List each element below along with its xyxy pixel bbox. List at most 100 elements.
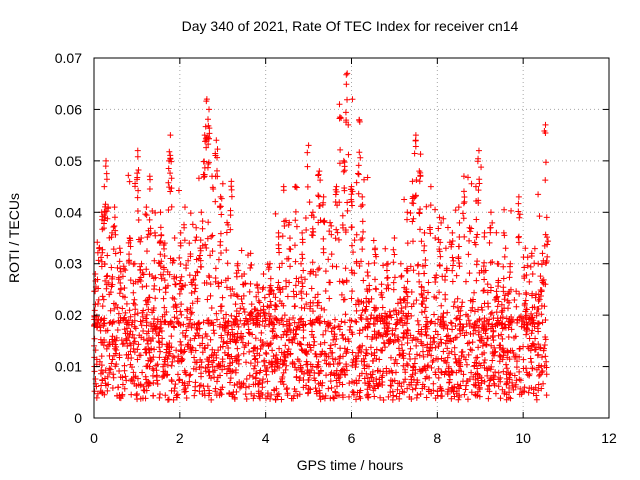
data-point: [440, 348, 447, 355]
data-point: [414, 317, 421, 324]
data-point: [127, 348, 134, 355]
data-point: [238, 383, 245, 390]
data-point: [464, 313, 471, 320]
data-point: [506, 389, 513, 396]
data-point: [240, 380, 247, 387]
data-point: [407, 332, 414, 339]
peak-point: [218, 211, 225, 218]
peak-point: [460, 215, 467, 222]
data-point: [107, 366, 114, 373]
data-point: [283, 283, 290, 290]
data-point: [290, 327, 297, 334]
data-point: [542, 353, 549, 360]
data-point: [352, 301, 359, 308]
peak-point: [181, 204, 188, 211]
data-point: [353, 307, 360, 314]
data-point: [487, 311, 494, 318]
data-point: [181, 388, 188, 395]
data-point: [96, 358, 103, 365]
data-point: [365, 394, 372, 401]
data-point: [171, 324, 178, 331]
data-point: [219, 343, 226, 350]
peak-point: [286, 219, 293, 226]
data-point: [144, 379, 151, 386]
data-point: [110, 300, 117, 307]
data-point: [251, 352, 258, 359]
data-point: [457, 307, 464, 314]
data-point: [501, 296, 508, 303]
data-point: [359, 307, 366, 314]
data-point: [469, 339, 476, 346]
data-point: [123, 377, 130, 384]
peak-point: [333, 226, 340, 233]
data-point: [234, 330, 241, 337]
data-point: [353, 318, 360, 325]
peak-point: [157, 251, 164, 258]
peak-point: [317, 177, 324, 184]
peak-point: [397, 299, 404, 306]
data-point: [204, 342, 211, 349]
peak-point: [433, 294, 440, 301]
data-point: [287, 351, 294, 358]
peak-point: [194, 268, 201, 275]
peak-point: [391, 235, 398, 241]
data-point: [198, 370, 205, 377]
data-point: [402, 288, 409, 295]
data-point: [486, 377, 493, 384]
data-point: [109, 356, 116, 363]
peak-point: [409, 178, 416, 185]
peak-point: [279, 233, 286, 240]
peak-point: [310, 228, 317, 235]
peak-point: [119, 293, 126, 300]
peak-point: [103, 170, 110, 177]
data-point: [371, 331, 378, 338]
peak-point: [193, 256, 200, 263]
data-point: [386, 308, 393, 315]
y-tick-label: 0.04: [55, 204, 82, 220]
data-point: [211, 349, 218, 356]
data-point: [258, 342, 265, 349]
peak-point: [373, 286, 380, 293]
data-point: [497, 374, 504, 381]
peak-point: [109, 275, 116, 282]
data-point: [432, 344, 439, 351]
peak-point: [356, 116, 363, 123]
data-point: [184, 323, 191, 330]
data-point: [140, 328, 147, 334]
data-point: [170, 257, 177, 264]
data-point: [91, 388, 98, 395]
peak-point: [481, 229, 488, 236]
peak-point: [217, 230, 224, 237]
data-point: [149, 372, 156, 379]
data-point: [383, 331, 390, 338]
data-point: [350, 249, 357, 256]
data-point: [321, 318, 328, 325]
data-point: [438, 355, 445, 362]
data-point: [404, 240, 411, 247]
data-point: [321, 339, 328, 346]
data-point: [272, 294, 279, 301]
data-point: [535, 291, 542, 298]
data-point: [243, 359, 250, 366]
data-point: [250, 365, 257, 372]
data-point: [168, 362, 175, 369]
data-point: [438, 387, 445, 394]
peak-point: [475, 155, 482, 162]
data-point: [147, 358, 154, 365]
data-point: [379, 347, 386, 354]
data-point: [328, 328, 335, 335]
peak-point: [460, 188, 467, 195]
data-point: [328, 384, 335, 391]
data-point: [395, 334, 402, 341]
data-point: [487, 287, 494, 294]
data-point: [535, 191, 542, 198]
data-point: [151, 346, 158, 353]
data-point: [221, 327, 228, 334]
data-point: [327, 371, 334, 378]
peak-point: [456, 259, 463, 266]
data-point: [499, 335, 506, 342]
data-point: [127, 277, 134, 284]
data-point: [425, 347, 432, 354]
data-point: [418, 238, 425, 245]
peak-point: [132, 306, 139, 313]
